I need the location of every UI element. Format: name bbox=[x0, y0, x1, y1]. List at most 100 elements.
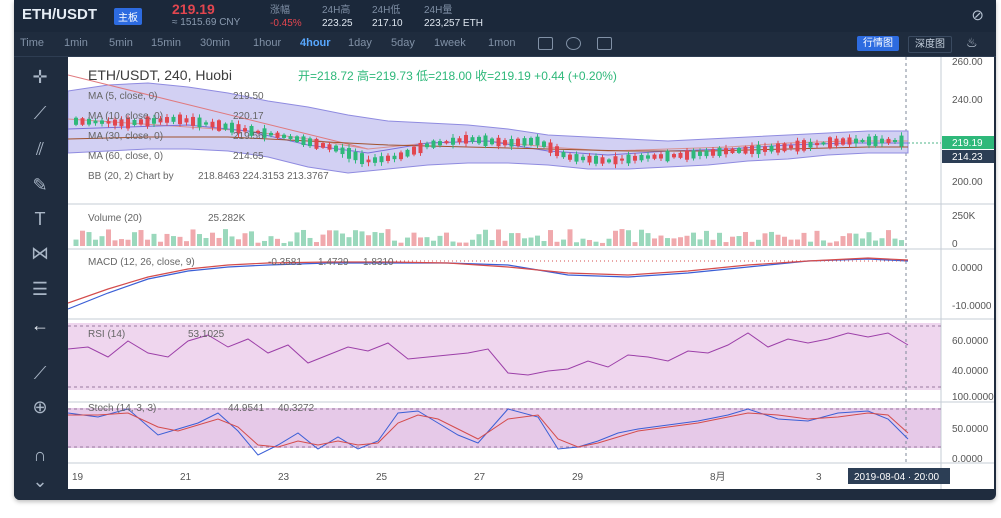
timeframe-30min[interactable]: 30min bbox=[200, 37, 230, 49]
volume-bar bbox=[619, 229, 625, 246]
trading-app: ETH/USDT 主板 219.19 ≈ 1515.69 CNY 涨幅 -0.4… bbox=[14, 0, 996, 500]
candle-body bbox=[665, 150, 670, 162]
candle-body bbox=[308, 138, 312, 147]
candle-body bbox=[639, 154, 644, 161]
settings-icon[interactable]: ⊘ bbox=[971, 7, 984, 24]
volume-bar bbox=[795, 239, 800, 246]
volume-bar bbox=[275, 238, 280, 246]
timeframe-1hour[interactable]: 1hour bbox=[253, 37, 282, 49]
text-icon[interactable]: T bbox=[34, 209, 46, 229]
volume-bar bbox=[541, 241, 547, 246]
candle-body bbox=[841, 138, 845, 145]
trendline-icon[interactable]: ⟋ bbox=[33, 103, 47, 123]
zoom-icon[interactable]: ⊕ bbox=[32, 397, 48, 417]
trend-line bbox=[68, 74, 369, 150]
ma10-label: MA (10, close, 0) bbox=[88, 111, 163, 122]
ma-line bbox=[68, 136, 908, 152]
candle-body bbox=[392, 155, 397, 160]
candle-body bbox=[327, 144, 332, 150]
volume-bar bbox=[899, 240, 904, 246]
volume-bar bbox=[457, 242, 462, 246]
volume-bar bbox=[600, 242, 605, 246]
chevron-down-icon[interactable]: ⌄ bbox=[32, 471, 48, 491]
volume-bar bbox=[145, 239, 150, 246]
ma60-value: 214.65 bbox=[233, 151, 264, 162]
volume-bar bbox=[587, 239, 592, 246]
candle-body bbox=[100, 120, 104, 124]
timeframe-5day[interactable]: 5day bbox=[391, 37, 415, 49]
fullscreen-icon[interactable] bbox=[597, 37, 612, 50]
candle-body bbox=[691, 150, 696, 159]
rsi-label: RSI (14) bbox=[88, 329, 125, 340]
indicator-settings-icon[interactable] bbox=[566, 37, 581, 50]
volume-bar bbox=[431, 240, 436, 246]
ma30-value: 219.56 bbox=[233, 131, 264, 142]
candle-body bbox=[620, 158, 624, 161]
timeframe-1day[interactable]: 1day bbox=[348, 37, 372, 49]
brush-icon[interactable]: ✎ bbox=[32, 175, 48, 195]
volume-bar bbox=[125, 239, 131, 246]
time-tick: 19 bbox=[72, 472, 84, 483]
volume-bar bbox=[470, 239, 475, 246]
pair-name[interactable]: ETH/USDT bbox=[22, 6, 97, 23]
pattern-icon[interactable]: ⋈ bbox=[31, 243, 49, 263]
time-tick: 29 bbox=[572, 472, 584, 483]
volume-bar bbox=[697, 239, 703, 246]
candle-body bbox=[503, 140, 507, 146]
volume-bar bbox=[73, 239, 79, 246]
volume-bar bbox=[132, 232, 137, 246]
candle-body bbox=[581, 156, 585, 161]
volume-bar bbox=[281, 242, 287, 246]
magnet-icon[interactable]: ∩ bbox=[33, 445, 47, 465]
depth-chart-button[interactable]: 深度图 bbox=[908, 36, 952, 53]
candle-body bbox=[659, 154, 663, 159]
volume-bar bbox=[366, 235, 371, 246]
timeframe-15min[interactable]: 15min bbox=[151, 37, 181, 49]
fib-icon[interactable]: ☰ bbox=[31, 279, 49, 299]
stoch-d-value: 40.3272 bbox=[278, 403, 315, 414]
timeframe-5min[interactable]: 5min bbox=[109, 37, 133, 49]
candle-body bbox=[561, 152, 566, 158]
volume-bar bbox=[691, 232, 696, 246]
standard-chart-button[interactable]: 行情图 bbox=[857, 36, 899, 51]
cny-price: ≈ 1515.69 CNY bbox=[172, 17, 241, 28]
volume-bar bbox=[561, 239, 566, 246]
candle-body bbox=[808, 141, 813, 148]
candle-body bbox=[126, 117, 130, 129]
rsi-value: 53.1025 bbox=[188, 329, 225, 340]
rsi-band bbox=[68, 323, 941, 390]
candle-body bbox=[867, 136, 871, 146]
timeframe-4hour[interactable]: 4hour bbox=[300, 37, 331, 49]
candle-body bbox=[145, 116, 150, 127]
ma60-label: MA (60, close, 0) bbox=[88, 151, 163, 162]
volume-bar bbox=[847, 233, 852, 246]
candle-body bbox=[555, 146, 559, 157]
candle-body bbox=[795, 140, 800, 152]
candle-body bbox=[184, 118, 189, 123]
chart-area[interactable]: ETH/USDT, 240, Huobi 开=218.72 高=219.73 低… bbox=[68, 57, 994, 489]
volume-bar bbox=[821, 240, 826, 246]
candle-body bbox=[106, 121, 111, 124]
bb-label: BB (20, 2) Chart by bbox=[88, 171, 174, 182]
chart-type-icon[interactable] bbox=[538, 37, 553, 50]
timeframe-1mon[interactable]: 1mon bbox=[488, 37, 516, 49]
candle-body bbox=[451, 137, 455, 145]
flame-icon[interactable]: ♨ bbox=[966, 35, 978, 50]
timeframe-1min[interactable]: 1min bbox=[64, 37, 88, 49]
candle-body bbox=[314, 138, 319, 149]
candle-body bbox=[672, 154, 676, 158]
back-arrow-icon[interactable]: ← bbox=[31, 315, 49, 335]
price-tick: 240.00 bbox=[952, 95, 983, 106]
volume-bar bbox=[210, 232, 215, 246]
crosshair-icon[interactable]: ✛ bbox=[32, 67, 48, 87]
volume-bar bbox=[93, 239, 98, 246]
timeframe-time[interactable]: Time bbox=[20, 37, 45, 49]
candle-body bbox=[288, 136, 293, 139]
drawing-tools-sidebar: ✛ ⟋ ⫽ ✎ T ⋈ ☰ ← ⟋ ⊕ ∩ ⌄ bbox=[14, 57, 66, 500]
candle-body bbox=[464, 135, 468, 144]
candle-body bbox=[366, 159, 371, 163]
price-tick: 260.00 bbox=[952, 57, 983, 68]
timeframe-1week[interactable]: 1week bbox=[434, 37, 466, 49]
ruler-icon[interactable]: ⟋ bbox=[33, 363, 47, 383]
pitchfork-icon[interactable]: ⫽ bbox=[35, 139, 45, 159]
